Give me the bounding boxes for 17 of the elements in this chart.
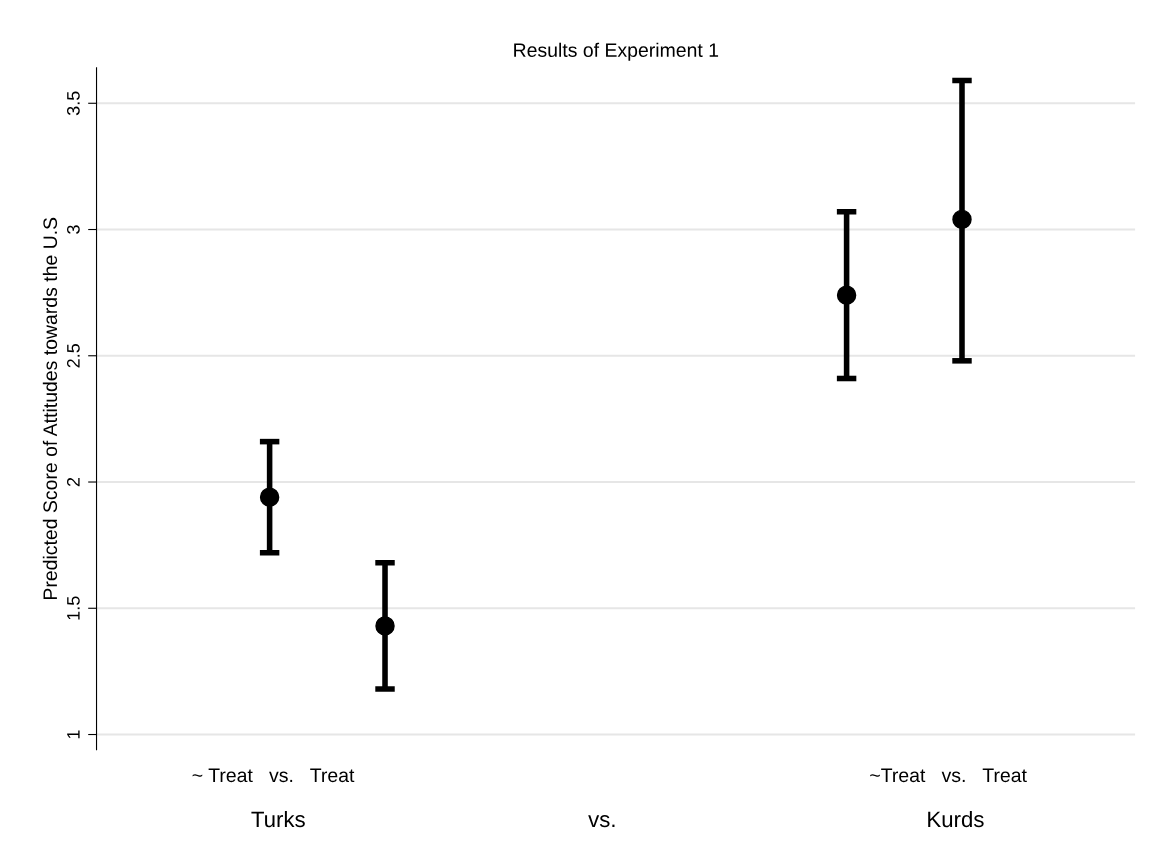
y-tick-label: 3.5 [66,91,80,116]
text: Turks [251,810,305,828]
chart-title: Results of Experiment 1 [514,42,719,61]
text: ~ Treat vs. Treat [192,768,355,783]
text: vs. [588,815,615,828]
point [259,487,280,507]
y-tick-label: 1.5 [67,596,80,620]
y-tick-label: 2 [66,477,80,487]
y-tick-label: 1 [67,730,80,739]
y-tick-label: 2.5 [66,343,80,368]
text: ~Treat vs. Treat [870,768,1027,783]
text: Kurds [928,810,984,828]
point [836,285,857,305]
point [952,209,972,230]
y-axis-title: Predicted Score of Attitudes towards the U.S [42,217,58,600]
y-tick-label: 3 [66,225,80,234]
point [375,616,395,636]
